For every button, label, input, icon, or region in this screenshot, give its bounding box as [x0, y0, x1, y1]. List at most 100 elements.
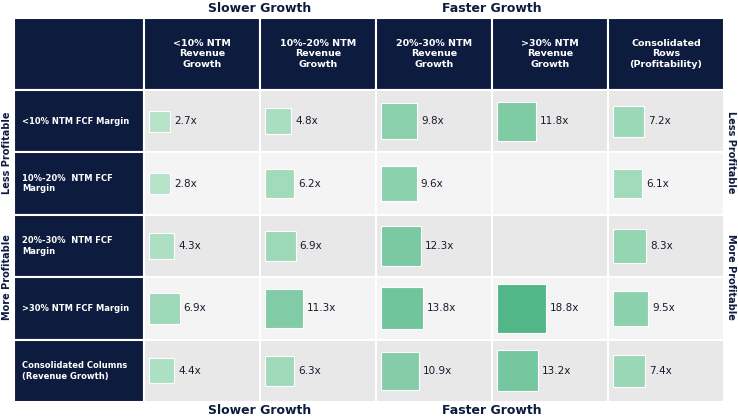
Bar	[608, 340, 724, 402]
Bar	[144, 215, 260, 277]
Text: Less Profitable: Less Profitable	[726, 111, 736, 194]
Text: 10%-20% NTM
Revenue
Growth: 10%-20% NTM Revenue Growth	[280, 39, 356, 69]
Text: 8.3x: 8.3x	[650, 241, 673, 251]
Text: Faster Growth: Faster Growth	[442, 3, 542, 16]
Bar	[144, 152, 260, 215]
Bar	[492, 18, 608, 90]
Bar	[265, 289, 303, 328]
Bar	[613, 355, 645, 387]
Bar	[144, 277, 260, 340]
Bar	[14, 215, 144, 277]
Bar	[144, 90, 260, 152]
Bar	[613, 105, 644, 137]
Text: 9.6x: 9.6x	[421, 178, 444, 189]
Text: Consolidated Columns
(Revenue Growth): Consolidated Columns (Revenue Growth)	[22, 361, 127, 381]
Bar	[149, 293, 179, 324]
Text: 13.8x: 13.8x	[427, 303, 456, 313]
Text: >30% NTM
Revenue
Growth: >30% NTM Revenue Growth	[521, 39, 579, 69]
Text: 11.3x: 11.3x	[307, 303, 337, 313]
Bar	[376, 152, 492, 215]
Bar	[376, 18, 492, 90]
Bar	[608, 18, 724, 90]
Bar	[376, 340, 492, 402]
Bar	[376, 215, 492, 277]
Text: 20%-30% NTM
Revenue
Growth: 20%-30% NTM Revenue Growth	[396, 39, 472, 69]
Bar	[376, 277, 492, 340]
Text: <10% NTM FCF Margin: <10% NTM FCF Margin	[22, 117, 129, 126]
Text: 7.4x: 7.4x	[649, 366, 672, 376]
Bar	[149, 173, 170, 194]
Bar	[144, 18, 260, 90]
Bar	[608, 215, 724, 277]
Bar	[265, 169, 294, 198]
Bar	[492, 152, 608, 215]
Text: 13.2x: 13.2x	[542, 366, 571, 376]
Bar	[608, 152, 724, 215]
Bar	[14, 340, 144, 402]
Bar	[14, 277, 144, 340]
Text: 10%-20%  NTM FCF
Margin: 10%-20% NTM FCF Margin	[22, 174, 113, 193]
Bar	[613, 229, 646, 262]
Bar	[497, 350, 538, 391]
Bar	[149, 358, 174, 383]
Bar	[260, 90, 376, 152]
Text: 10.9x: 10.9x	[423, 366, 452, 376]
Bar	[492, 215, 608, 277]
Text: 7.2x: 7.2x	[648, 116, 671, 126]
Bar	[613, 291, 649, 326]
Bar	[14, 152, 144, 215]
Text: 20%-30%  NTM FCF
Margin: 20%-30% NTM FCF Margin	[22, 236, 113, 256]
Bar	[492, 340, 608, 402]
Text: 18.8x: 18.8x	[550, 303, 579, 313]
Bar	[265, 231, 296, 261]
Bar	[492, 90, 608, 152]
Bar	[149, 234, 174, 259]
Text: 4.8x: 4.8x	[295, 116, 318, 126]
Bar	[497, 284, 545, 333]
Bar	[381, 287, 423, 329]
Text: 6.9x: 6.9x	[184, 303, 207, 313]
Text: 11.8x: 11.8x	[540, 116, 570, 126]
Text: Less Profitable: Less Profitable	[2, 111, 12, 194]
Text: <10% NTM
Revenue
Growth: <10% NTM Revenue Growth	[173, 39, 231, 69]
Bar	[381, 226, 421, 266]
Text: 12.3x: 12.3x	[425, 241, 454, 251]
Bar	[613, 169, 642, 198]
Text: 6.3x: 6.3x	[298, 366, 321, 376]
Text: 9.8x: 9.8x	[421, 116, 444, 126]
Text: 4.4x: 4.4x	[179, 366, 201, 376]
Text: More Profitable: More Profitable	[726, 234, 736, 320]
Bar	[265, 108, 292, 134]
Bar	[381, 103, 417, 139]
Bar	[144, 340, 260, 402]
Bar	[260, 215, 376, 277]
Bar	[492, 277, 608, 340]
Text: More Profitable: More Profitable	[2, 234, 12, 320]
Text: Consolidated
Rows
(Profitability): Consolidated Rows (Profitability)	[630, 39, 703, 69]
Text: Faster Growth: Faster Growth	[442, 404, 542, 417]
Text: Slower Growth: Slower Growth	[208, 3, 311, 16]
Bar	[497, 102, 536, 141]
Bar	[260, 277, 376, 340]
Bar	[260, 18, 376, 90]
Bar	[381, 166, 416, 201]
Text: 6.2x: 6.2x	[298, 178, 321, 189]
Text: 2.8x: 2.8x	[174, 178, 197, 189]
Text: 6.9x: 6.9x	[300, 241, 323, 251]
Bar	[376, 90, 492, 152]
Bar	[608, 90, 724, 152]
Bar	[149, 111, 170, 131]
Bar	[608, 277, 724, 340]
Text: >30% NTM FCF Margin: >30% NTM FCF Margin	[22, 304, 129, 313]
Bar	[260, 152, 376, 215]
Text: Slower Growth: Slower Growth	[208, 404, 311, 417]
Bar	[265, 356, 294, 386]
Bar	[14, 90, 144, 152]
Text: 4.3x: 4.3x	[178, 241, 201, 251]
Text: 2.7x: 2.7x	[174, 116, 196, 126]
Text: 9.5x: 9.5x	[652, 303, 675, 313]
Bar	[381, 352, 418, 390]
Text: 6.1x: 6.1x	[646, 178, 669, 189]
Bar	[260, 340, 376, 402]
Bar	[14, 18, 144, 90]
